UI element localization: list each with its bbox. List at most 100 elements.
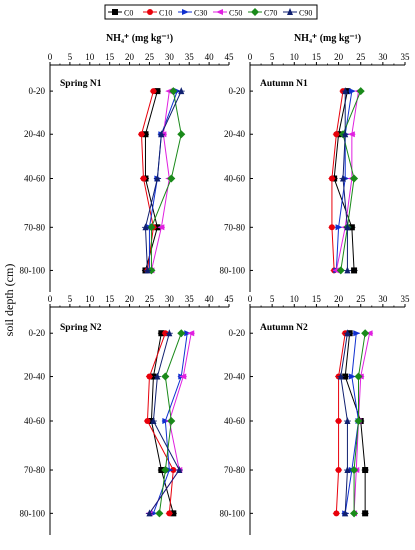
data-point <box>335 418 342 424</box>
data-point <box>362 467 369 474</box>
panel-spring-n2: 0 5 10 15 20 25 30 35 40 45 0-20 20-40 40-60 70-80 80-… <box>20 294 235 535</box>
x-tick-label: 40 <box>205 52 215 62</box>
panel-autumn-n2: 0 5 10 15 20 25 30 35 0-20 20-40 40-60 70-80 80-100 A… <box>220 294 410 535</box>
data-point <box>344 417 351 424</box>
series-c70 <box>155 329 186 518</box>
data-point <box>150 88 157 95</box>
data-point <box>150 417 157 424</box>
x-tick-label: 40 <box>205 294 215 304</box>
data-point <box>350 466 359 475</box>
data-point <box>179 373 187 380</box>
legend-item-c10: C10 <box>143 9 172 18</box>
data-point <box>333 510 340 517</box>
panel-title: Spring N1 <box>60 79 102 89</box>
x-tick-label: 0 <box>48 52 53 62</box>
y-tick-label: 40-60 <box>224 416 245 426</box>
series-c70 <box>350 329 370 518</box>
legend-item-c70: C70 <box>248 8 277 18</box>
x-tick-label: 45 <box>225 52 235 62</box>
y-tick-label: 20-40 <box>24 372 45 382</box>
y-tick-label: 80-100 <box>20 508 46 518</box>
legend-label: C70 <box>264 9 277 18</box>
data-point <box>170 510 177 517</box>
x-tick-label: 25 <box>145 294 155 304</box>
data-point <box>335 224 343 231</box>
x-tick-label: 0 <box>248 52 253 62</box>
data-point <box>362 510 369 517</box>
data-point <box>177 130 186 139</box>
legend: C0 C10 C30 C50 C70 C90 <box>104 4 318 20</box>
x-tick-label: 35 <box>185 294 195 304</box>
data-point <box>154 88 161 95</box>
legend-label: C30 <box>194 9 207 18</box>
data-point <box>348 224 355 231</box>
data-point <box>158 130 165 138</box>
data-point <box>342 509 349 517</box>
panel-spring-n1: NH₄⁺ (mg kg⁻¹) 0 5 10 15 20 25 30 35 40 45 0-20 20-4… <box>20 33 235 292</box>
series-c90 <box>337 329 351 517</box>
legend-marker <box>251 8 259 16</box>
legend-item-c30: C30 <box>178 9 207 18</box>
panels: NH₄⁺ (mg kg⁻¹) 0 5 10 15 20 25 30 35 40 45 0-20 20-4… <box>20 33 411 535</box>
data-point <box>154 174 161 182</box>
x-tick-label: 45 <box>225 294 235 304</box>
data-point <box>354 372 363 381</box>
data-point <box>342 87 349 95</box>
x-tick-label: 15 <box>312 52 322 62</box>
data-point <box>342 130 349 138</box>
y-tick-label: 0-20 <box>29 86 46 96</box>
legend-marker <box>287 8 293 15</box>
y-tick-label: 20-40 <box>224 372 245 382</box>
y-tick-label: 70-80 <box>24 222 45 232</box>
data-point <box>344 329 351 337</box>
legend-box <box>104 4 318 20</box>
data-point <box>333 131 340 138</box>
data-point <box>348 373 356 380</box>
data-point <box>187 330 195 337</box>
data-point <box>147 223 156 232</box>
x-tick-label: 30 <box>165 294 175 304</box>
data-point <box>353 330 361 337</box>
x-tick-label: 10 <box>290 294 300 304</box>
x-tick-label: 20 <box>125 52 135 62</box>
data-point <box>350 509 359 518</box>
data-point <box>146 509 153 517</box>
data-point <box>165 88 173 95</box>
data-point <box>340 174 346 182</box>
x-tick-label: 25 <box>356 294 366 304</box>
y-tick-label: 20-40 <box>24 129 45 139</box>
x-tick-label: 5 <box>68 52 73 62</box>
legend-label: C0 <box>124 9 133 18</box>
y-tick-label: 0-20 <box>229 328 246 338</box>
x-tick-label: 35 <box>401 52 411 62</box>
y-tick-label: 40-60 <box>224 174 245 184</box>
data-point <box>140 175 147 182</box>
data-point <box>142 131 149 138</box>
panel-title: Autumn N2 <box>260 323 308 333</box>
series-c90 <box>141 87 185 274</box>
data-point <box>354 417 363 425</box>
data-point <box>328 175 335 182</box>
y-axis-label: soil depth (cm) <box>2 264 16 337</box>
data-point <box>150 373 157 380</box>
data-point <box>178 87 185 95</box>
panel-title: Spring N2 <box>60 323 102 333</box>
legend-label: C10 <box>159 9 172 18</box>
legend-item-c50: C50 <box>213 9 242 18</box>
y-tick-label: 40-60 <box>24 174 45 184</box>
data-point <box>166 510 173 517</box>
y-tick-label: 70-80 <box>24 465 45 475</box>
x-tick-label: 25 <box>145 52 155 62</box>
data-point <box>166 467 174 474</box>
data-point <box>176 466 183 474</box>
legend-marker <box>112 9 118 15</box>
data-point <box>169 87 178 96</box>
data-point <box>335 467 342 474</box>
x-tick-label: 15 <box>105 294 115 304</box>
y-tick-label: 70-80 <box>224 222 245 232</box>
series-c70 <box>147 87 186 275</box>
x-tick-label: 5 <box>270 52 275 62</box>
data-point <box>351 267 358 274</box>
data-point <box>144 266 151 274</box>
legend-marker <box>216 9 223 15</box>
